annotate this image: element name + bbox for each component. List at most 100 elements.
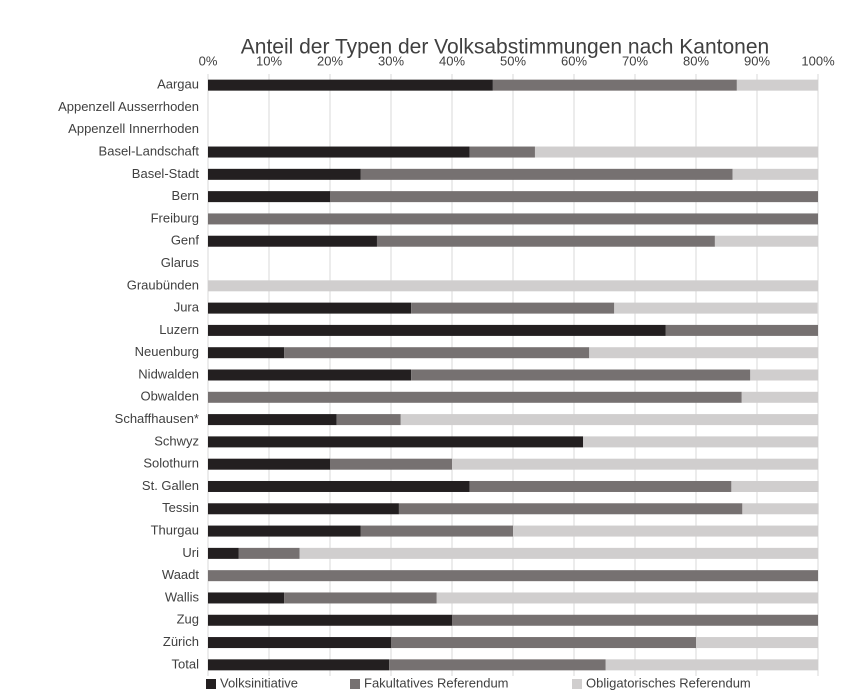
bar-segment xyxy=(330,458,452,470)
bar-segment xyxy=(398,503,743,515)
y-tick-label: Total xyxy=(172,656,200,671)
y-tick-label: Solothurn xyxy=(143,456,199,471)
legend-label: Volksinitiative xyxy=(220,675,298,690)
y-tick-label: Schwyz xyxy=(154,433,199,448)
x-tick-label: 60% xyxy=(561,53,587,68)
bar-segment xyxy=(469,146,535,158)
y-tick-label: Jura xyxy=(174,300,200,315)
bar-segment xyxy=(360,168,733,180)
bar-segment xyxy=(742,503,819,515)
bar-segment xyxy=(208,146,470,158)
y-tick-label: Freiburg xyxy=(151,210,199,225)
bar-segment xyxy=(534,146,818,158)
y-tick-label: Tessin xyxy=(162,500,199,515)
x-tick-label: 70% xyxy=(622,53,648,68)
x-tick-label: 80% xyxy=(683,53,709,68)
bar-segment xyxy=(238,547,300,559)
y-tick-label: Nidwalden xyxy=(138,366,199,381)
bar-segment xyxy=(299,547,818,559)
y-tick-label: Schaffhausen* xyxy=(115,411,199,426)
bar-segment xyxy=(208,324,666,336)
bar-segment xyxy=(208,414,337,426)
legend-swatch xyxy=(206,679,216,689)
bar-segment xyxy=(208,369,412,381)
y-tick-label: Waadt xyxy=(162,567,199,582)
chart-title: Anteil der Typen der Volksabstimmungen n… xyxy=(241,36,769,59)
x-tick-label: 40% xyxy=(439,53,465,68)
bar-segment xyxy=(208,659,390,671)
bar-segment xyxy=(731,480,819,492)
bar-segment xyxy=(208,592,285,604)
bar-segment xyxy=(411,369,751,381)
bar-segment xyxy=(391,637,696,649)
bar-segment xyxy=(411,302,615,314)
legend-label: Obligatorisches Referendum xyxy=(586,675,751,690)
bar-segment xyxy=(208,168,361,180)
y-tick-label: Obwalden xyxy=(140,389,199,404)
y-tick-label: Aargau xyxy=(157,77,199,92)
y-tick-label: Luzern xyxy=(159,322,199,337)
bar-segment xyxy=(696,637,818,649)
x-tick-label: 10% xyxy=(256,53,282,68)
bar-segment xyxy=(492,79,737,91)
x-tick-label: 100% xyxy=(801,53,835,68)
x-tick-label: 30% xyxy=(378,53,404,68)
legend-swatch xyxy=(350,679,360,689)
y-tick-label: Graubünden xyxy=(127,277,199,292)
bar-segment xyxy=(389,659,606,671)
bar-segment xyxy=(208,280,818,292)
bar-segment xyxy=(208,191,330,203)
bar-segment xyxy=(330,191,818,203)
legend-label: Fakultatives Referendum xyxy=(364,675,509,690)
bar-segment xyxy=(336,414,401,426)
bar-segment xyxy=(452,614,818,626)
bar-segment xyxy=(284,347,590,359)
y-tick-label: Basel-Stadt xyxy=(132,166,200,181)
bar-segment xyxy=(208,235,377,247)
bar-segment xyxy=(208,547,239,559)
bar-segment xyxy=(208,302,412,314)
bar-segment xyxy=(208,480,470,492)
bar-segment xyxy=(732,168,818,180)
bar-segment xyxy=(741,391,818,403)
bar-segment xyxy=(583,436,818,448)
bar-segment xyxy=(208,347,285,359)
y-tick-label: Appenzell Innerrhoden xyxy=(68,121,199,136)
bar-segment xyxy=(284,592,437,604)
bar-segment xyxy=(436,592,818,604)
bar-segment xyxy=(208,614,452,626)
y-tick-label: Zürich xyxy=(163,634,199,649)
bar-segment xyxy=(208,503,399,515)
bar-segment xyxy=(208,213,818,225)
bar-segment xyxy=(513,525,818,537)
bar-segment xyxy=(208,458,330,470)
bar-segment xyxy=(208,570,818,582)
bar-segment xyxy=(452,458,818,470)
x-tick-label: 50% xyxy=(500,53,526,68)
x-tick-label: 90% xyxy=(744,53,770,68)
y-tick-label: Wallis xyxy=(165,589,200,604)
bar-segment xyxy=(750,369,818,381)
y-tick-label: Genf xyxy=(171,233,200,248)
legend-swatch xyxy=(572,679,582,689)
bar-segment xyxy=(605,659,818,671)
y-tick-label: Thurgau xyxy=(151,523,199,538)
y-tick-label: Bern xyxy=(172,188,199,203)
bar-segment xyxy=(469,480,732,492)
y-tick-label: Basel-Landschaft xyxy=(99,143,200,158)
bar-segment xyxy=(736,79,818,91)
bar-segment xyxy=(400,414,818,426)
bar-segment xyxy=(376,235,715,247)
y-tick-label: Glarus xyxy=(161,255,200,270)
bar-segment xyxy=(208,79,493,91)
bar-segment xyxy=(208,436,584,448)
y-tick-label: Zug xyxy=(177,612,199,627)
y-tick-label: Neuenburg xyxy=(135,344,199,359)
bar-segment xyxy=(589,347,818,359)
bar-segment xyxy=(665,324,818,336)
y-tick-label: Uri xyxy=(182,545,199,560)
bar-segment xyxy=(208,391,742,403)
x-tick-label: 0% xyxy=(199,53,218,68)
x-tick-label: 20% xyxy=(317,53,343,68)
